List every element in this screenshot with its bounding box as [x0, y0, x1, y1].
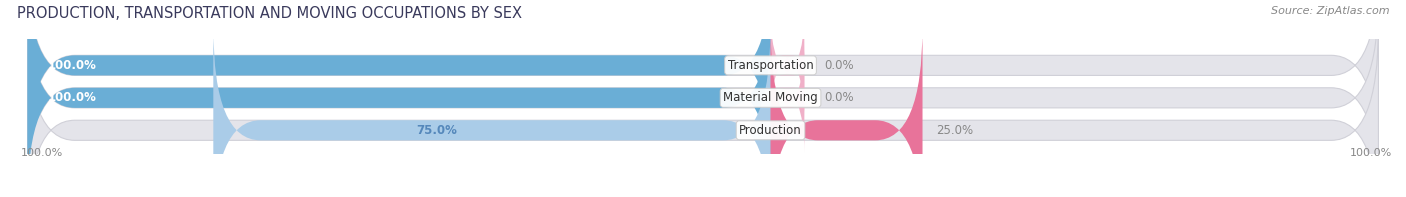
FancyBboxPatch shape [28, 0, 1378, 197]
FancyBboxPatch shape [770, 43, 804, 153]
FancyBboxPatch shape [28, 0, 770, 197]
FancyBboxPatch shape [28, 27, 1378, 197]
Text: 0.0%: 0.0% [824, 59, 855, 72]
FancyBboxPatch shape [28, 0, 770, 169]
FancyBboxPatch shape [770, 10, 804, 120]
FancyBboxPatch shape [770, 27, 922, 197]
FancyBboxPatch shape [28, 0, 1378, 169]
Text: Source: ZipAtlas.com: Source: ZipAtlas.com [1271, 6, 1389, 16]
Text: 100.0%: 100.0% [48, 91, 97, 104]
Text: Transportation: Transportation [728, 59, 814, 72]
Text: Production: Production [740, 124, 801, 137]
Text: 100.0%: 100.0% [48, 59, 97, 72]
Text: PRODUCTION, TRANSPORTATION AND MOVING OCCUPATIONS BY SEX: PRODUCTION, TRANSPORTATION AND MOVING OC… [17, 6, 522, 21]
Text: 100.0%: 100.0% [21, 148, 63, 158]
Text: 75.0%: 75.0% [416, 124, 457, 137]
Text: 100.0%: 100.0% [1350, 148, 1392, 158]
FancyBboxPatch shape [214, 27, 770, 197]
Text: 0.0%: 0.0% [824, 91, 855, 104]
Text: Material Moving: Material Moving [723, 91, 818, 104]
Text: 25.0%: 25.0% [936, 124, 973, 137]
